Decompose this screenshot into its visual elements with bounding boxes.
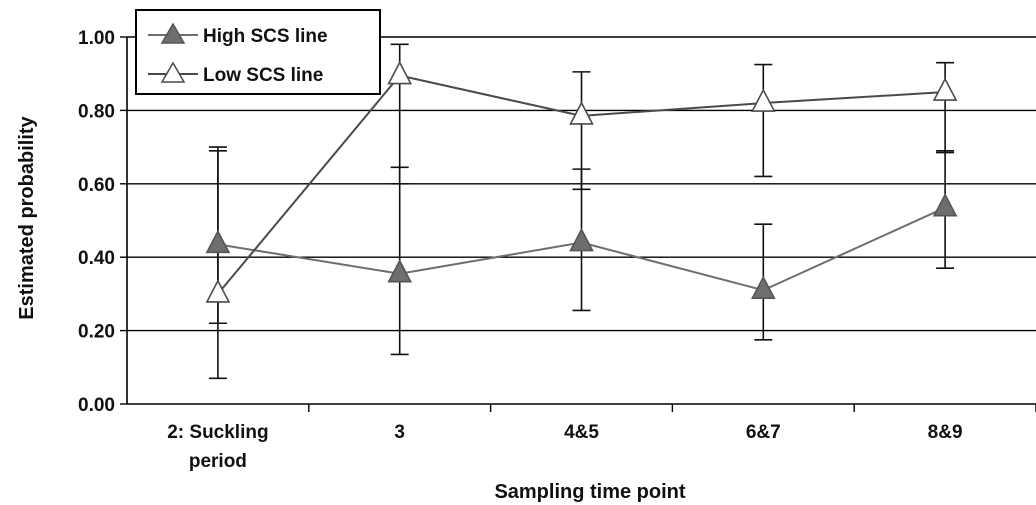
legend-marker-high-triangle-icon [160,22,186,44]
y-tick-label-1: 0.20 [78,322,115,343]
error-bar-low-0 [208,149,227,380]
x-axis-title: Sampling time point [494,481,685,503]
y-tick-label-0: 0.00 [78,395,115,416]
y-axis-title: Estimated probability [16,115,38,319]
x-tick-label-4: 8&9 [928,422,963,443]
point-low-3 [750,88,776,112]
point-high-0 [205,229,231,254]
point-low-0 [205,279,231,303]
point-high-4 [932,192,958,217]
axes: 0.00 0.20 0.40 0.60 0.80 1.00 2: Suckling perio… [78,28,1036,472]
legend-label-high: High SCS line [203,26,328,47]
legend-marker-low-triangle-icon [160,61,186,83]
point-low-1 [387,60,413,85]
error-bar-low-4 [936,61,955,154]
point-high-3 [750,275,776,300]
y-tick-label-2: 0.40 [78,248,115,269]
legend-label-low: Low SCS line [203,65,323,86]
x-tick-label-3: 6&7 [746,422,781,443]
x-tick-label-2: 4&5 [564,422,599,443]
point-low-2 [569,101,594,125]
y-tick-label-5: 1.00 [78,28,115,49]
y-tick-label-3: 0.60 [78,175,115,196]
error-bar-low-2 [572,71,591,191]
point-high-1 [387,258,413,283]
y-tick-label-4: 0.80 [78,101,115,122]
data-markers [205,60,958,303]
x-tick-label-0: 2: Suckling period [167,422,268,472]
point-low-4 [932,77,958,101]
error-bar-low-3 [754,63,773,178]
point-high-2 [569,227,594,252]
legend-box [135,9,381,95]
x-tick-label-1: 3 [394,422,405,443]
legend: High SCS line Low SCS line [135,9,381,95]
